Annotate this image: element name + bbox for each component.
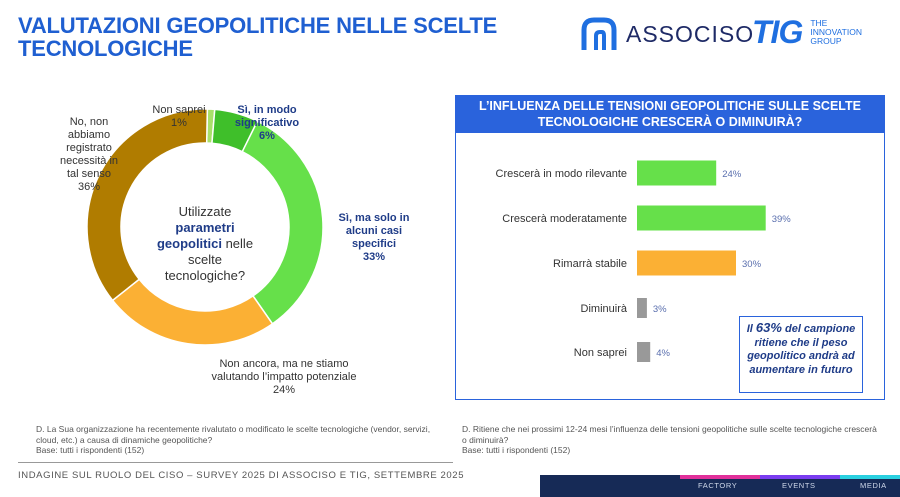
donut-slice-si-alcuni <box>241 120 324 325</box>
bar-category-label: Crescerà moderatamente <box>502 213 627 225</box>
bar-category-label: Non saprei <box>574 347 627 359</box>
bar <box>637 298 647 318</box>
bar-category-label: Crescerà in modo rilevante <box>496 168 627 180</box>
donut-chart <box>86 108 324 346</box>
footer-tab-factory[interactable]: FACTORY <box>698 481 738 490</box>
tig-subtitle: THE INNOVATION GROUP <box>810 18 862 46</box>
bar-value-label: 4% <box>656 348 670 359</box>
question-part-3: nelle scelte tecnologiche? <box>164 236 254 283</box>
media-accent <box>840 475 900 479</box>
bar-category-label: Diminuirà <box>581 303 628 315</box>
bar-chart-heading: L’INFLUENZA DELLE TENSIONI GEOPOLITICHE … <box>455 95 885 132</box>
label-no: No, non abbiamo registrato necessità in … <box>59 116 119 193</box>
callout-post: del campione ritiene che il peso geopoli… <box>747 323 856 376</box>
right-question-note: D. Ritiene che nei prossimi 12-24 mesi l… <box>462 424 877 455</box>
footer-bar: FACTORY EVENTS MEDIA <box>540 475 900 497</box>
callout-percent: 63% <box>755 320 782 335</box>
associso-mark-icon <box>581 17 617 50</box>
tig-wordmark: TIG <box>752 14 803 50</box>
bar <box>637 160 717 186</box>
callout-pre: Il <box>746 323 756 335</box>
bar-chart-frame <box>455 132 885 400</box>
question-part-1: Utilizzate <box>178 204 232 219</box>
label-non-ancora: Non ancora, ma ne stiamo valutando l’imp… <box>211 358 357 396</box>
question-part-2: parametri geopolitici <box>156 220 235 251</box>
donut-center-question: Utilizzate parametri geopolitici nelle s… <box>150 204 260 284</box>
label-si-alcuni: Sì, ma solo in alcuni casi specifici 33% <box>338 212 410 263</box>
donut-slice-no <box>86 108 209 302</box>
bar-chart: Crescerà in modo rilevante 24% Crescerà mo… <box>496 160 792 362</box>
associso-logo: ASSOCISO <box>578 16 754 52</box>
footer-tab-media[interactable]: MEDIA <box>860 481 887 490</box>
factory-accent <box>680 475 760 479</box>
footer-divider <box>18 462 453 463</box>
bar <box>637 205 766 231</box>
label-si-significativo: Sì, in modo significativo 6% <box>234 104 300 142</box>
page-title: VALUTAZIONI GEOPOLITICHE NELLE SCELTE TE… <box>18 13 498 61</box>
callout-box: Il 63% del campione ritiene che il peso … <box>739 316 863 393</box>
label-non-saprei: Non saprei 1% <box>152 104 206 129</box>
left-question-note: D. La Sua organizzazione ha recentemente… <box>36 424 431 455</box>
footer-tab-events[interactable]: EVENTS <box>782 481 816 490</box>
donut-slice-non-ancora <box>111 278 274 346</box>
bar-value-label: 3% <box>653 304 667 315</box>
bar <box>637 250 736 276</box>
bar-value-label: 39% <box>772 214 792 225</box>
bar-category-label: Rimarrà stabile <box>553 258 627 270</box>
events-accent <box>760 475 840 479</box>
footer-text: INDAGINE SUL RUOLO DEL CISO – SURVEY 202… <box>18 470 465 481</box>
bar-value-label: 30% <box>742 259 762 270</box>
tig-logo: TIG THE INNOVATION GROUP <box>752 14 862 51</box>
bar-value-label: 24% <box>722 169 742 180</box>
associso-wordmark: ASSOCISO <box>626 20 755 47</box>
bar <box>637 342 651 362</box>
